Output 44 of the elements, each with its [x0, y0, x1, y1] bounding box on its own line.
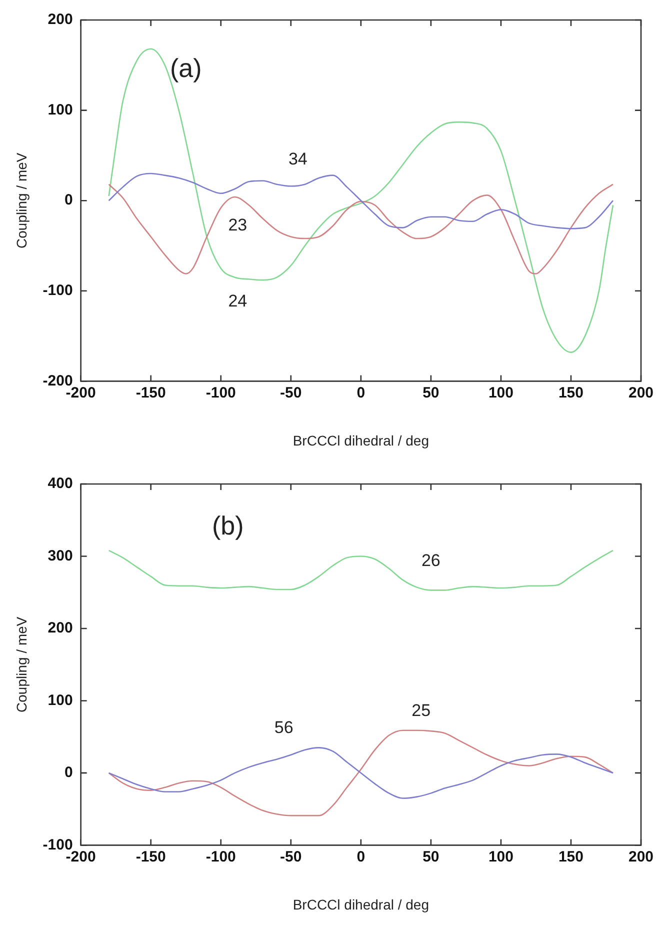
x-tick-label: -100	[206, 384, 236, 402]
y-tick-label: 200	[48, 11, 73, 28]
x-tick-label: 150	[558, 848, 584, 866]
series-label: 26	[421, 550, 440, 570]
series-label: 56	[274, 718, 294, 737]
annotation: (b)	[212, 510, 244, 541]
y-tick-label: -200	[42, 372, 73, 390]
x-axis-title: BrCCCl dihedral / deg	[292, 432, 429, 448]
x-tick-label: -150	[136, 384, 166, 402]
line-series	[108, 550, 614, 591]
line-series	[108, 48, 614, 353]
y-tick-label: 0	[64, 192, 73, 209]
line-series	[108, 747, 614, 799]
x-tick-label: 50	[422, 848, 440, 866]
series-label: 34	[288, 150, 308, 169]
x-tick-label: 100	[488, 848, 514, 866]
line-series	[108, 184, 614, 274]
x-tick-label: -50	[280, 384, 302, 402]
y-tick-label: 400	[48, 475, 73, 492]
y-tick-label: -100	[42, 836, 73, 854]
series-label: 23	[228, 216, 248, 235]
y-tick-label: -100	[42, 282, 73, 300]
x-tick-label: -50	[280, 848, 302, 866]
x-tick-label: -150	[136, 848, 166, 866]
annotation: (a)	[170, 52, 202, 83]
line-series	[108, 172, 614, 230]
x-tick-label: 50	[422, 384, 440, 402]
y-axis-title: Coupling / meV	[13, 152, 30, 248]
y-tick-label: 100	[48, 692, 73, 709]
x-tick-label: 200	[628, 384, 654, 402]
y-tick-label: 0	[64, 764, 73, 782]
x-axis-title: BrCCCl dihedral / deg	[292, 896, 429, 912]
x-tick-label: 0	[356, 848, 366, 866]
series-label: 24	[228, 291, 248, 310]
y-tick-label: 100	[48, 101, 73, 118]
y-tick-label: 300	[48, 547, 73, 564]
series-label: 25	[412, 701, 431, 720]
y-axis-title: Coupling / meV	[13, 616, 30, 712]
y-tick-label: 200	[48, 620, 73, 637]
x-tick-label: 100	[488, 384, 514, 402]
x-tick-label: -100	[206, 848, 236, 866]
x-tick-label: 0	[356, 384, 366, 402]
x-tick-label: 150	[558, 384, 584, 402]
x-tick-label: 200	[628, 848, 654, 866]
